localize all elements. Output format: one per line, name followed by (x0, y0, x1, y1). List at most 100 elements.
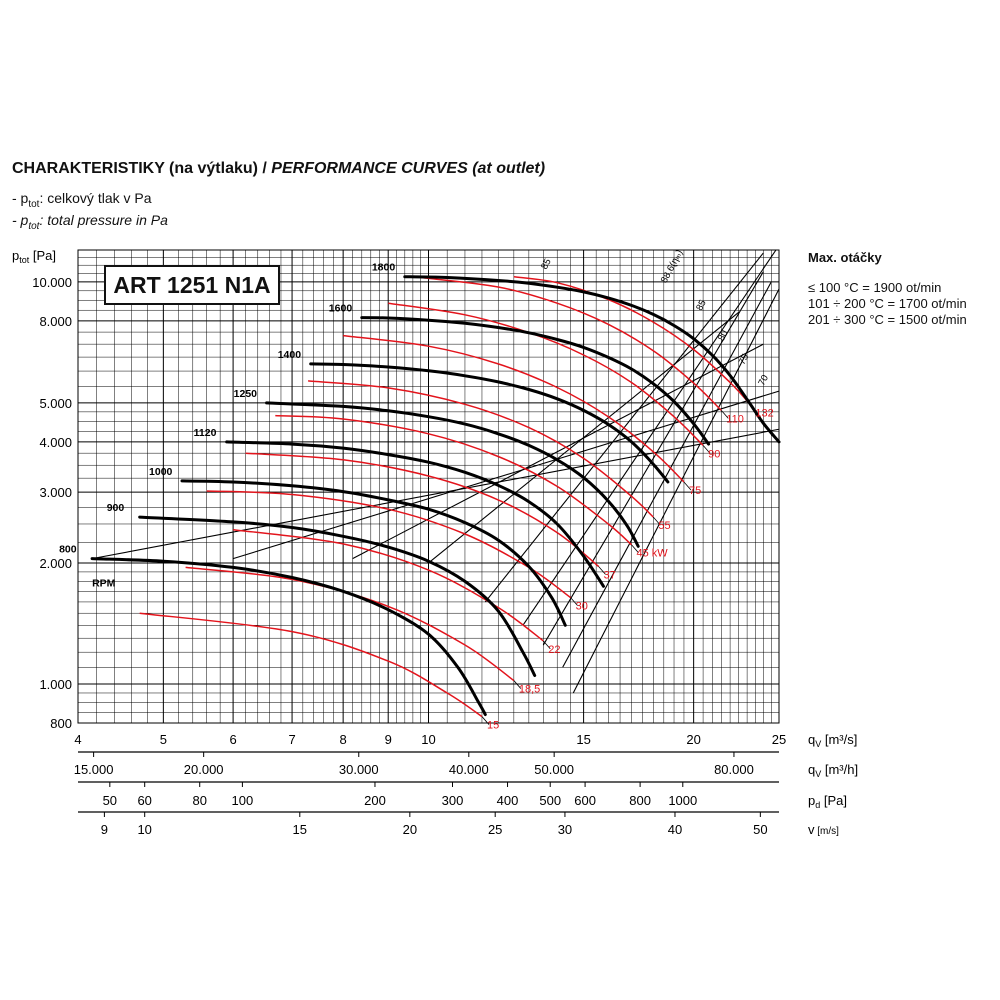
rpm-label: 1000 (149, 466, 173, 478)
efficiency-line (542, 271, 764, 646)
y-tick-label: 1.000 (39, 677, 72, 692)
x-tick-label-pd: 60 (137, 793, 151, 808)
x-tick-label-pd: 400 (497, 793, 519, 808)
grid-layer (77, 249, 780, 724)
note1-text: : celkový tlak v Pa (39, 190, 152, 206)
efficiency-line (522, 249, 777, 626)
power-label: 30 (576, 601, 588, 613)
x-tick-label-velocity: 50 (753, 822, 767, 837)
max-speed-heading: Max. otáčky (808, 250, 882, 265)
x-tick-label-velocity: 10 (137, 822, 151, 837)
rpm-label: 1250 (234, 388, 258, 400)
rpm-unit-label: RPM (92, 578, 116, 590)
x-tick-label-qv-m3h: 20.000 (184, 762, 224, 777)
power-label: 55 (658, 520, 670, 532)
power-line (343, 334, 685, 483)
x-tick-label-pd: 100 (232, 793, 254, 808)
power-label: 110 (726, 413, 744, 425)
rpm-curves-layer (90, 275, 781, 716)
efficiency-label: 85 (694, 298, 709, 313)
rpm-label: 1400 (278, 349, 302, 361)
max-speed-line-1: ≤ 100 °C = 1900 ot/min (808, 280, 942, 295)
y-tick-label: 2.000 (39, 556, 72, 571)
x-tick-label-qv-m3s: 6 (229, 732, 236, 747)
y-axis-label: ptot [Pa] (12, 248, 56, 265)
rpm-curve (138, 515, 537, 677)
x-tick-label-velocity: 15 (293, 822, 307, 837)
power-line (275, 414, 632, 546)
efficiency-lines-layer (91, 249, 780, 694)
y-tick-label: 10.000 (32, 275, 72, 290)
efficiency-label: 75 (737, 352, 752, 367)
rpm-curve (403, 275, 781, 444)
rpm-label: 900 (107, 502, 125, 514)
y-tick-label: 4.000 (39, 435, 72, 450)
power-label: 37 (604, 569, 616, 581)
note2-text: : total pressure in Pa (39, 212, 168, 228)
power-line (139, 612, 483, 718)
x-tick-label-qv-m3h: 50.000 (534, 762, 574, 777)
x-tick-label-qv-m3s: 8 (340, 732, 347, 747)
power-label-leader (653, 516, 661, 526)
efficiency-line (572, 288, 780, 694)
title-english: PERFORMANCE CURVES (at outlet) (271, 160, 546, 177)
x-axis-unit-label: qV [m³/h] (808, 762, 858, 779)
power-label: 18,5 (519, 684, 540, 696)
model-label: ART 1251 N1A (104, 265, 280, 305)
power-label-leader (631, 544, 639, 553)
x-tick-label-pd: 200 (364, 793, 386, 808)
labels-layer: 15 18,5 22 30 37 45 kW 55 75 90 110 132 800 900 1000 1… (59, 248, 774, 732)
y-tick-label: 5.000 (39, 396, 72, 411)
power-label: 75 (689, 485, 701, 497)
efficiency-label: 70 (756, 373, 771, 388)
power-label-leader (570, 597, 578, 606)
power-line (420, 276, 722, 411)
efficiency-line (562, 281, 772, 668)
rpm-curve (180, 479, 567, 627)
power-line (245, 452, 600, 568)
x-tick-label-qv-m3s: 9 (385, 732, 392, 747)
x-tick-label-qv-m3h: 80.000 (714, 762, 754, 777)
x-tick-label-velocity: 30 (558, 822, 572, 837)
rpm-curve (225, 440, 605, 588)
power-label-leader (542, 640, 551, 650)
x-tick-label-pd: 1000 (668, 793, 697, 808)
x-tick-label-velocity: 20 (403, 822, 417, 837)
power-label: 132 (755, 408, 773, 420)
x-tick-label-qv-m3s: 5 (160, 732, 167, 747)
power-label: 15 (487, 720, 499, 732)
x-tick-label-qv-m3s: 25 (772, 732, 786, 747)
note1-prefix: - p (12, 190, 29, 206)
x-axis-unit-label: v [m/s] (808, 822, 839, 837)
x-tick-label-qv-m3s: 20 (686, 732, 700, 747)
x-tick-label-pd: 800 (629, 793, 651, 808)
rpm-label: 1600 (329, 303, 353, 315)
rpm-curve (309, 362, 670, 484)
rpm-curve (360, 316, 711, 446)
page-title: CHARAKTERISTIKY (na výtlaku) / PERFORMAN… (12, 160, 545, 178)
y-tick-label: 8.000 (39, 314, 72, 329)
rpm-curve (90, 557, 487, 716)
efficiency-line (91, 428, 780, 560)
power-label-leader (683, 481, 692, 491)
y-tick-label: 3.000 (39, 485, 72, 500)
power-label-leader (598, 566, 606, 575)
power-line (233, 528, 544, 642)
note1-sub: tot (28, 198, 40, 210)
power-label: 45 kW (636, 548, 668, 560)
max-speed-line-3: 201 ÷ 300 °C = 1500 ot/min (808, 312, 967, 327)
power-label-leader (702, 445, 711, 454)
x-tick-label-pd: 500 (539, 793, 561, 808)
note2-sub: tot (28, 220, 40, 232)
x-tick-label-qv-m3s: 7 (288, 732, 295, 747)
rpm-label: 800 (59, 544, 77, 556)
x-tick-label-qv-m3h: 30.000 (339, 762, 379, 777)
power-line (513, 275, 751, 406)
plot-frame (77, 249, 780, 724)
rpm-curve (265, 401, 640, 548)
efficiency-label: 80 (716, 329, 731, 344)
x-axis-unit-label: pd [Pa] (808, 793, 847, 810)
power-label: 90 (708, 448, 720, 460)
x-tick-label-velocity: 25 (488, 822, 502, 837)
